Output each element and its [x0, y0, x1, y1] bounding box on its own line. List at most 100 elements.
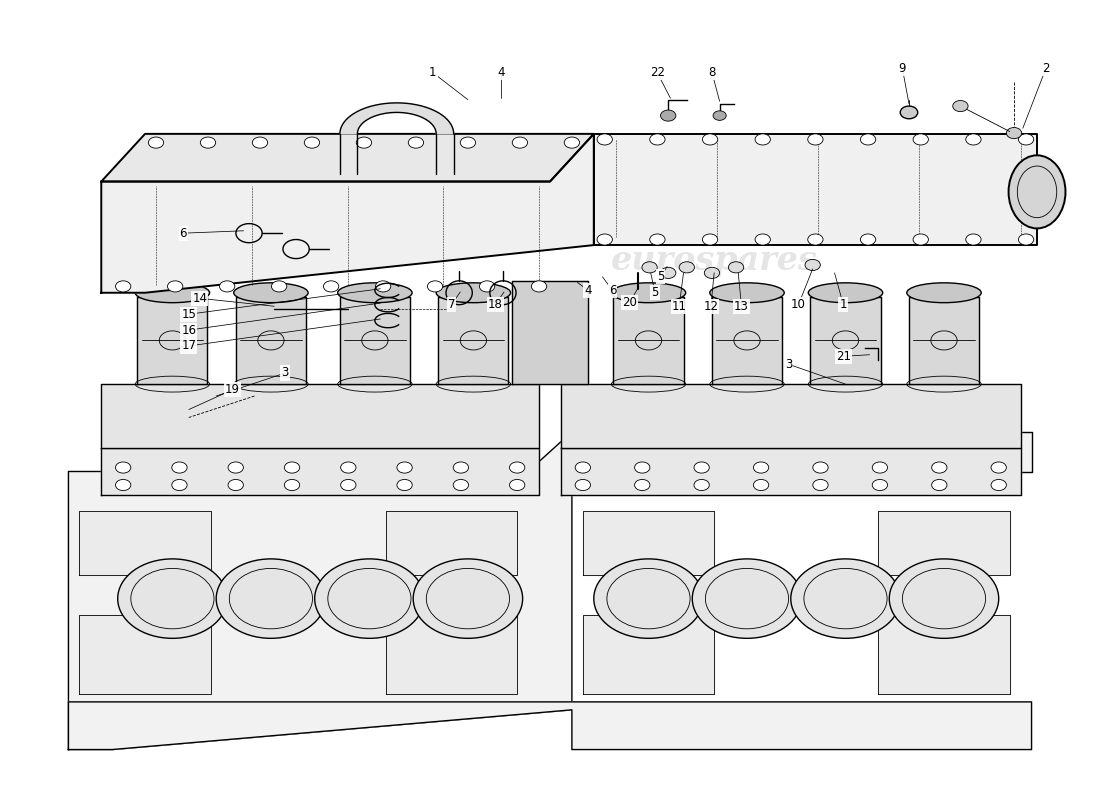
Ellipse shape — [906, 283, 981, 302]
Circle shape — [315, 559, 425, 638]
Text: 9: 9 — [899, 62, 906, 75]
Ellipse shape — [710, 283, 784, 302]
Circle shape — [692, 559, 802, 638]
Circle shape — [172, 479, 187, 490]
Circle shape — [932, 479, 947, 490]
Text: 19: 19 — [226, 383, 240, 396]
Polygon shape — [614, 297, 683, 384]
Text: 1: 1 — [839, 298, 847, 311]
Circle shape — [428, 281, 442, 292]
Text: 4: 4 — [497, 66, 505, 79]
Polygon shape — [138, 297, 208, 384]
Ellipse shape — [437, 283, 510, 302]
Circle shape — [728, 262, 744, 273]
Circle shape — [397, 479, 412, 490]
Circle shape — [991, 479, 1006, 490]
Text: 21: 21 — [836, 350, 850, 363]
Circle shape — [694, 462, 710, 473]
Circle shape — [754, 479, 769, 490]
Polygon shape — [386, 511, 517, 574]
Text: 12: 12 — [703, 300, 718, 313]
Polygon shape — [101, 134, 594, 182]
Circle shape — [531, 281, 547, 292]
Text: eurospares: eurospares — [140, 245, 346, 278]
Circle shape — [650, 134, 666, 145]
Polygon shape — [512, 281, 588, 384]
Circle shape — [991, 462, 1006, 473]
Circle shape — [694, 479, 710, 490]
Circle shape — [813, 462, 828, 473]
Circle shape — [872, 462, 888, 473]
Circle shape — [807, 134, 823, 145]
Circle shape — [220, 281, 234, 292]
Circle shape — [341, 479, 356, 490]
Circle shape — [650, 234, 666, 245]
Circle shape — [509, 479, 525, 490]
Circle shape — [323, 281, 339, 292]
Polygon shape — [386, 614, 517, 694]
Circle shape — [480, 281, 495, 292]
Circle shape — [713, 111, 726, 120]
Circle shape — [575, 462, 591, 473]
Circle shape — [679, 262, 694, 273]
Ellipse shape — [338, 283, 412, 302]
Text: 6: 6 — [608, 284, 616, 297]
Circle shape — [252, 137, 267, 148]
Circle shape — [966, 134, 981, 145]
Circle shape — [118, 559, 227, 638]
Text: 3: 3 — [785, 358, 792, 370]
Circle shape — [305, 137, 320, 148]
Circle shape — [889, 559, 999, 638]
Circle shape — [356, 137, 372, 148]
Circle shape — [754, 462, 769, 473]
Circle shape — [285, 479, 299, 490]
Polygon shape — [340, 297, 410, 384]
Circle shape — [397, 462, 412, 473]
Circle shape — [953, 101, 968, 112]
Text: 17: 17 — [182, 339, 196, 353]
Circle shape — [116, 462, 131, 473]
Ellipse shape — [808, 283, 882, 302]
Text: 4: 4 — [584, 284, 592, 297]
Circle shape — [704, 267, 719, 278]
Circle shape — [594, 559, 703, 638]
Text: 10: 10 — [791, 298, 806, 311]
Circle shape — [375, 281, 390, 292]
Text: 5: 5 — [651, 286, 659, 299]
Polygon shape — [68, 432, 572, 750]
Circle shape — [807, 234, 823, 245]
Circle shape — [453, 479, 469, 490]
Circle shape — [564, 137, 580, 148]
Text: 3: 3 — [282, 366, 289, 379]
Text: 8: 8 — [708, 66, 716, 79]
Circle shape — [1019, 134, 1034, 145]
Polygon shape — [572, 432, 1032, 471]
Circle shape — [200, 137, 216, 148]
Text: eurospares: eurospares — [140, 574, 346, 607]
Circle shape — [285, 462, 299, 473]
Text: 2: 2 — [1042, 62, 1049, 75]
Text: 5: 5 — [657, 270, 664, 283]
Circle shape — [172, 462, 187, 473]
Polygon shape — [101, 384, 539, 448]
Circle shape — [460, 137, 475, 148]
Polygon shape — [561, 384, 1021, 448]
Circle shape — [1019, 234, 1034, 245]
Polygon shape — [68, 702, 1032, 750]
Circle shape — [1006, 127, 1022, 138]
Text: 13: 13 — [734, 300, 749, 313]
Text: 18: 18 — [487, 298, 503, 311]
Circle shape — [509, 462, 525, 473]
Polygon shape — [811, 297, 880, 384]
Text: eurospares: eurospares — [610, 574, 817, 607]
Circle shape — [453, 462, 469, 473]
Circle shape — [860, 234, 876, 245]
Circle shape — [805, 259, 821, 270]
Circle shape — [660, 110, 675, 121]
Circle shape — [813, 479, 828, 490]
Circle shape — [642, 262, 658, 273]
Circle shape — [755, 234, 770, 245]
Circle shape — [341, 462, 356, 473]
Ellipse shape — [1009, 155, 1066, 229]
Circle shape — [597, 134, 613, 145]
